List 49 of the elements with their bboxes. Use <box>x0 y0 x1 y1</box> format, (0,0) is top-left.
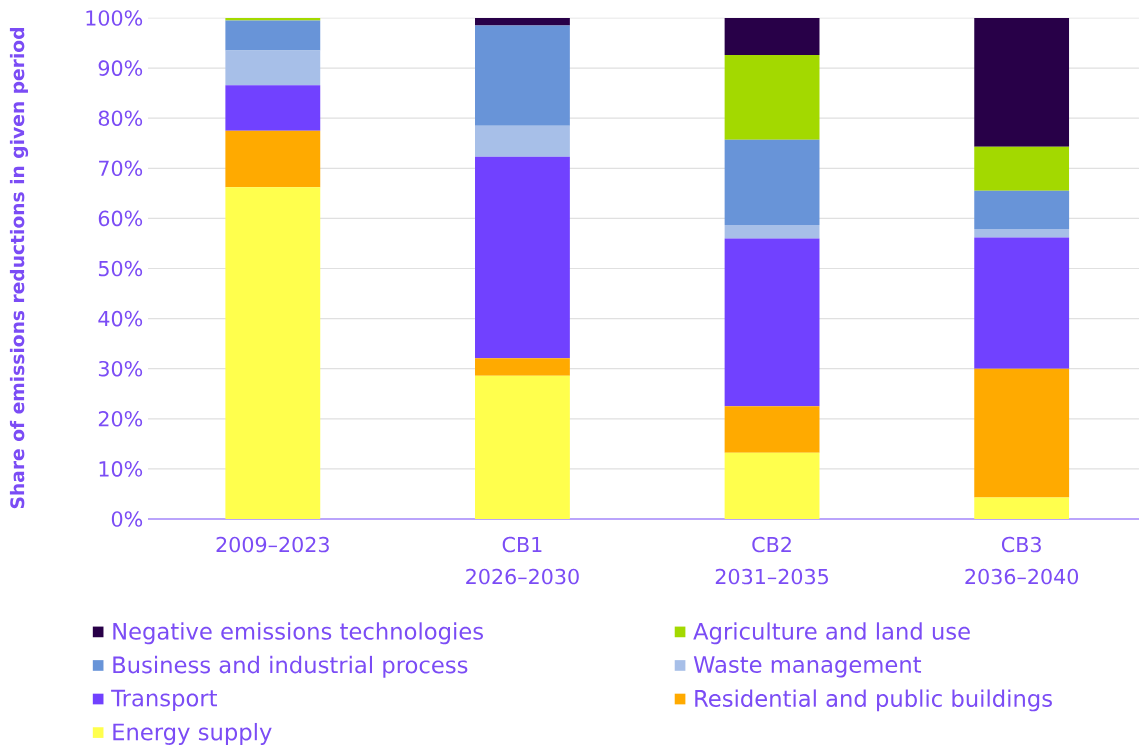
bar <box>475 358 570 376</box>
bar <box>724 406 820 453</box>
bar <box>974 190 1070 229</box>
legend-label: Residential and public buildings <box>695 689 1052 712</box>
bar <box>724 452 820 519</box>
bar <box>225 18 321 21</box>
y-tick-label: 60% <box>98 210 143 227</box>
bar <box>724 139 820 225</box>
bar <box>475 25 570 126</box>
bar <box>475 156 570 359</box>
y-tick-label: 70% <box>99 160 143 177</box>
bar <box>475 18 570 26</box>
bar <box>225 50 321 86</box>
y-tick-label: 80% <box>98 110 143 127</box>
legend-label: Transport <box>111 689 217 711</box>
y-tick-label: 100% <box>86 10 143 26</box>
x-tick-label: CB2 2031–2035 <box>715 536 828 585</box>
legend-label: Negative emissions technologies <box>113 622 483 645</box>
bar <box>225 85 321 131</box>
y-tick-label: 10% <box>99 461 143 477</box>
x-tick-label: CB3 2036–2040 <box>965 536 1079 585</box>
bar <box>225 187 321 519</box>
bar <box>974 237 1070 369</box>
legend-label: Agriculture and land use <box>693 622 970 645</box>
y-tick-label: 50% <box>98 260 143 277</box>
bar <box>974 146 1070 191</box>
y-tick-label: 0% <box>111 511 143 527</box>
y-tick-label: 30% <box>98 360 143 377</box>
y-tick-label: 20% <box>98 410 143 427</box>
bar <box>225 130 321 188</box>
y-tick-label: 40% <box>98 310 143 327</box>
bar <box>974 368 1070 498</box>
y-tick-label: 90% <box>98 60 143 76</box>
legend-label: Waste management <box>693 656 922 678</box>
bar <box>974 18 1070 147</box>
bar <box>225 20 321 51</box>
y-axis-title: Share of emissions reductions in given period <box>9 28 29 509</box>
bar <box>475 125 570 157</box>
bar <box>724 55 820 140</box>
x-tick-label: CB1 2026–2030 <box>466 536 579 585</box>
bar <box>974 497 1070 519</box>
legend-label: Energy supply <box>113 722 272 745</box>
legend-label: Business and industrial process <box>113 655 468 678</box>
bar <box>724 224 820 239</box>
bar <box>475 375 570 519</box>
bar <box>724 18 820 56</box>
bar <box>974 228 1070 238</box>
x-tick-label: 2009–2023 <box>216 536 329 553</box>
bar <box>724 238 820 407</box>
